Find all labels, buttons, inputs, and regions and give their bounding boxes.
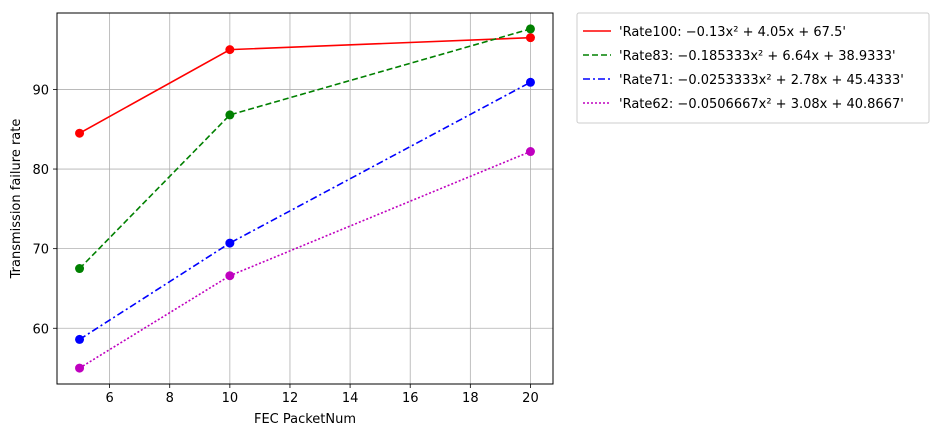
legend-label: 'Rate100: −0.13x² + 4.05x + 67.5' [619,25,846,40]
x-tick-label: 6 [105,391,113,406]
data-point [525,77,535,87]
data-point [75,264,85,274]
data-point [525,33,535,43]
data-point [75,128,85,138]
y-tick-label: 90 [32,83,49,98]
series-line [79,150,531,369]
series-line [78,28,531,270]
data-point [225,45,235,55]
data-point [525,24,535,34]
y-axis-label: Transmission failure rate [9,119,24,280]
y-tick-label: 70 [32,243,49,258]
data-point [75,334,85,344]
x-tick-label: 14 [342,391,359,406]
x-axis-label: FEC PacketNum [254,412,356,427]
x-tick-label: 12 [282,391,299,406]
x-tick-label: 16 [402,391,419,406]
data-point [525,147,535,157]
legend-label: 'Rate71: −0.0253333x² + 2.78x + 45.4333' [619,73,904,88]
y-tick-label: 60 [32,322,49,337]
legend-box [576,12,930,124]
x-tick-label: 10 [222,391,239,406]
series-line [79,36,531,134]
x-tick-label: 18 [462,391,479,406]
series-3 [75,77,535,344]
x-axis-ticks: 6 8 10 12 14 16 18 20 [105,384,539,406]
legend-label: 'Rate62: −0.0506667x² + 3.08x + 40.8667' [619,97,904,112]
x-tick-label: 20 [522,391,539,406]
data-point [225,238,235,248]
axes-frame [56,12,554,385]
data-point [75,363,85,373]
series-line [79,81,531,341]
plot-area [75,24,535,373]
x-tick-label: 8 [166,391,174,406]
data-point [225,271,235,281]
y-tick-label: 80 [32,163,49,178]
series-4 [75,147,535,373]
series-1 [75,33,535,138]
data-point [225,110,235,120]
grid-lines [57,13,553,384]
series-2 [75,24,535,274]
y-axis-ticks: 60 70 80 90 [32,83,57,337]
legend: 'Rate100: −0.13x² + 4.05x + 67.5' 'Rate83… [576,12,930,124]
legend-label: 'Rate83: −0.185333x² + 6.64x + 38.9333' [619,49,896,64]
